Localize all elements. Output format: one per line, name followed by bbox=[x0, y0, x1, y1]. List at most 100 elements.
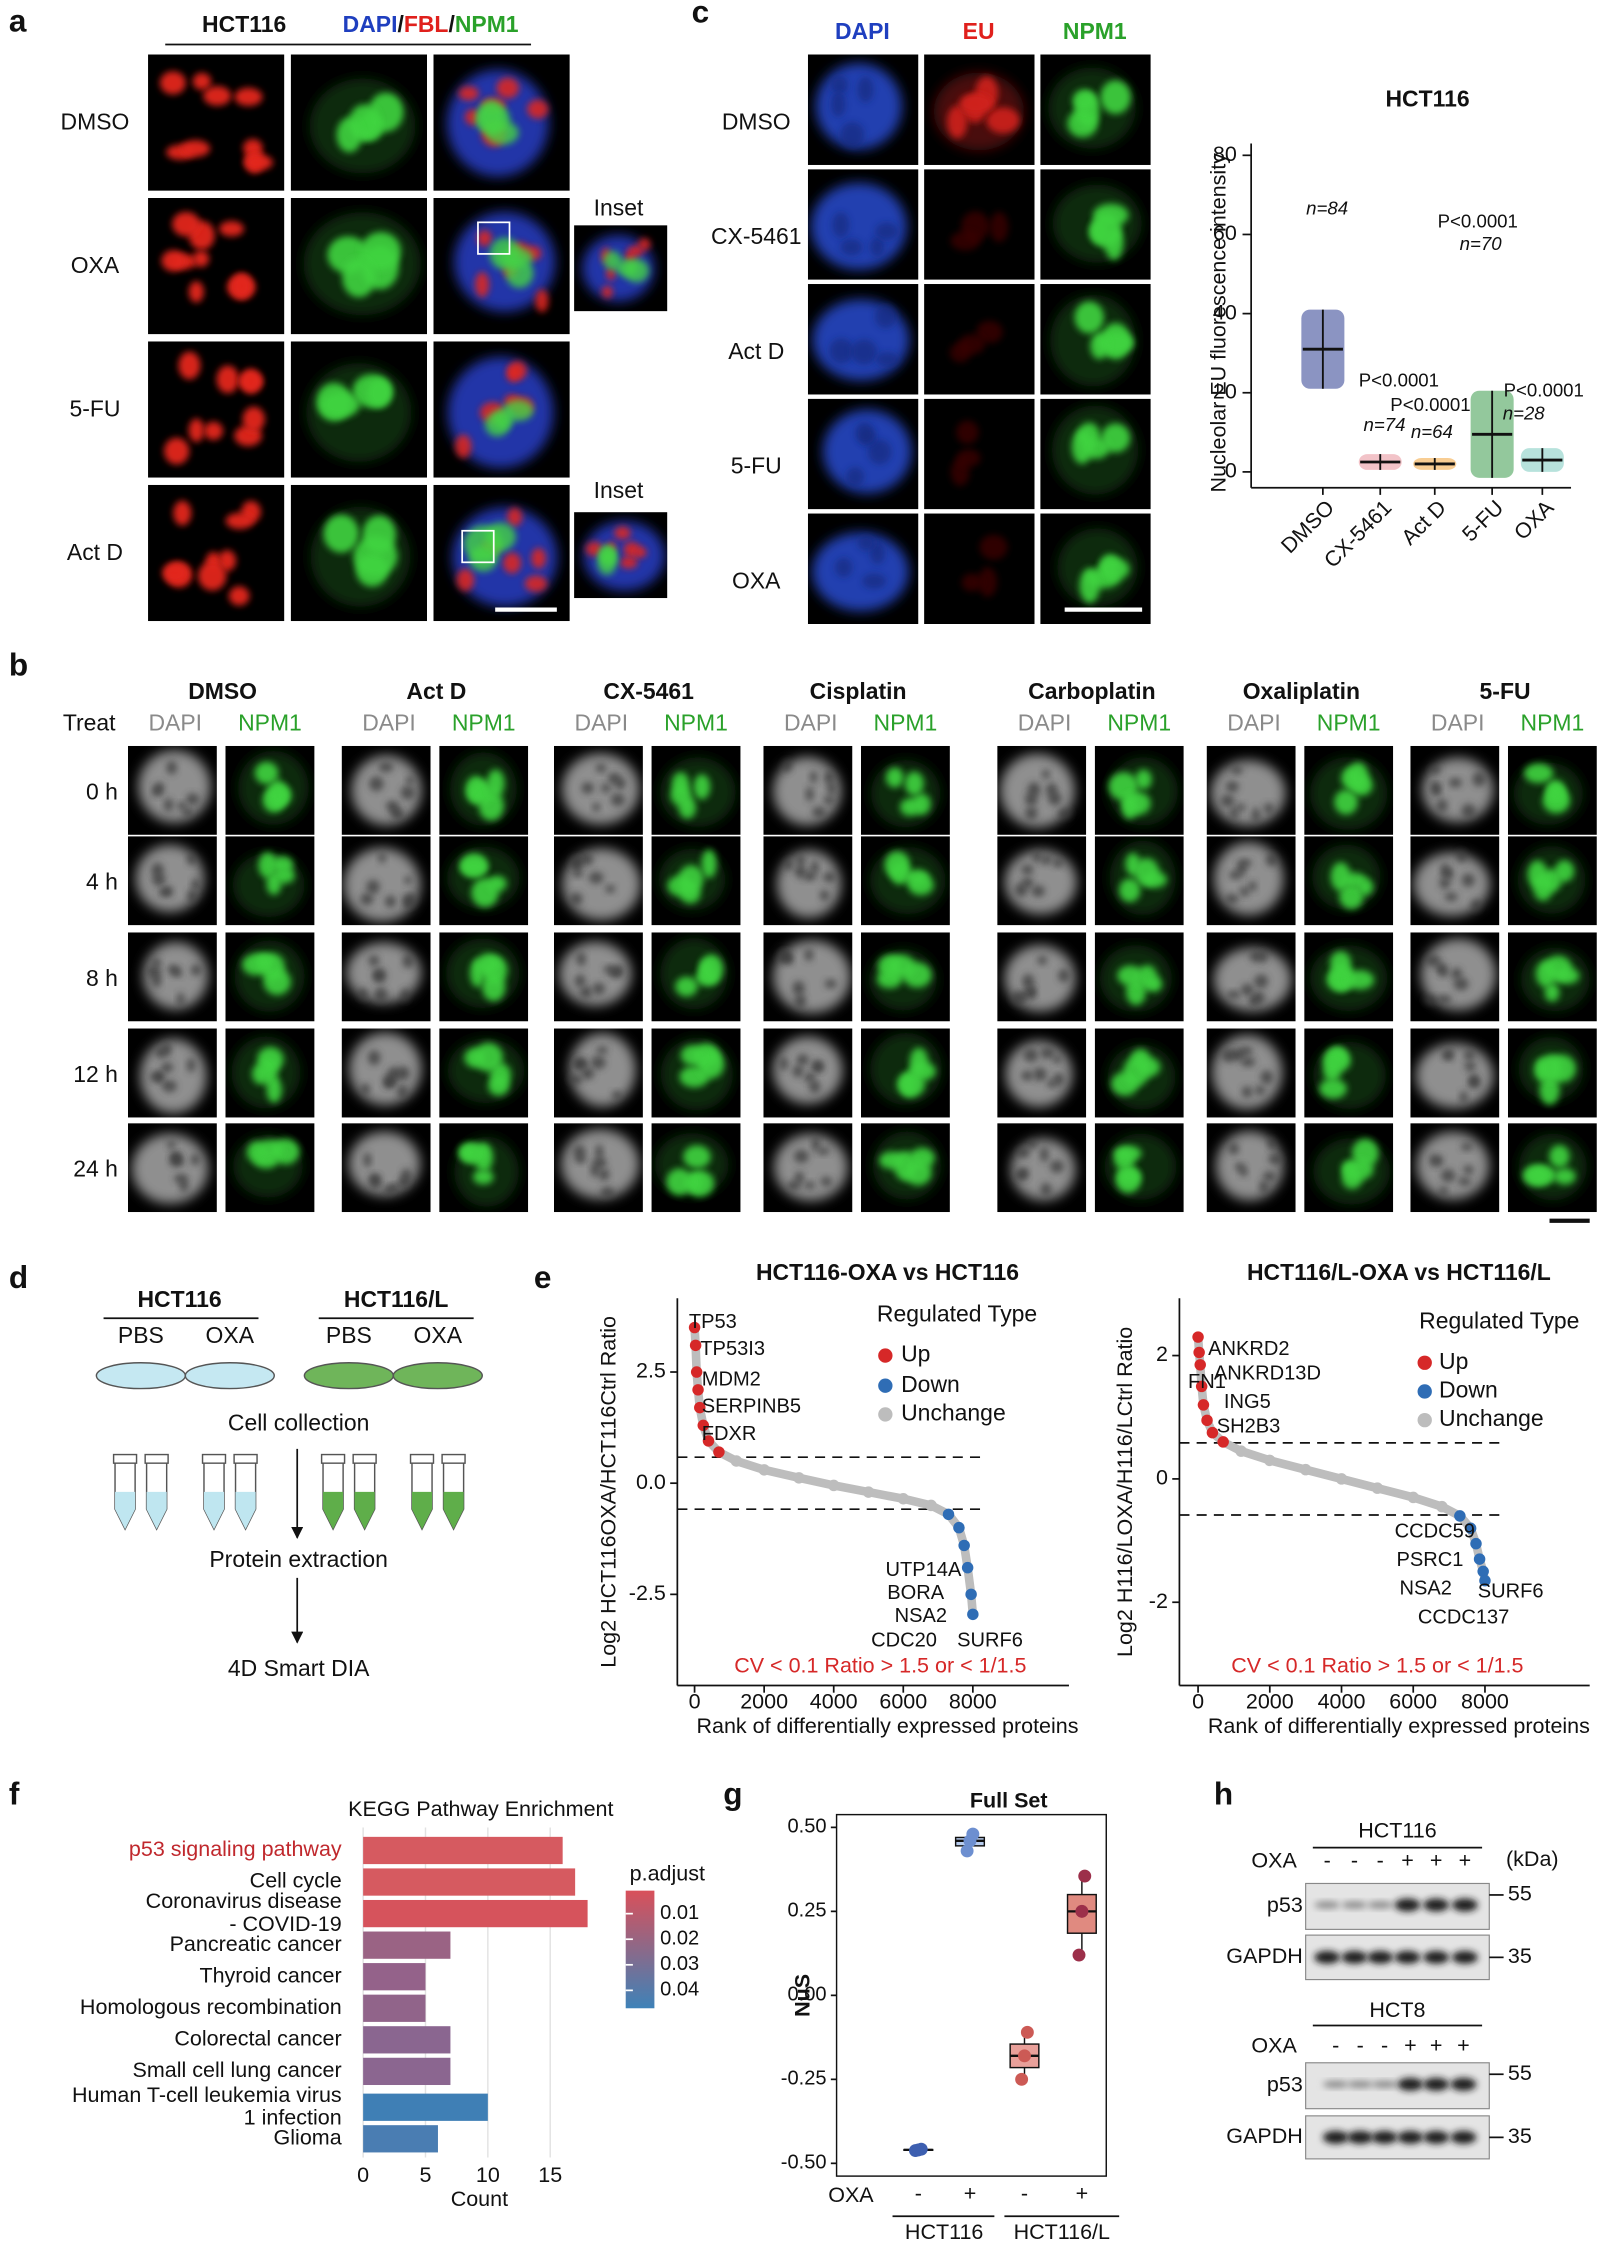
band bbox=[1367, 1950, 1394, 1964]
signal bbox=[401, 1168, 412, 1183]
x-tick-label: Act D bbox=[1397, 496, 1451, 550]
micrograph bbox=[1410, 1123, 1500, 1213]
panel-letter: g bbox=[723, 1775, 742, 1811]
signal bbox=[186, 1057, 196, 1073]
channel-name: DAPI bbox=[343, 11, 398, 37]
band bbox=[1451, 1950, 1478, 1964]
signal bbox=[1040, 855, 1052, 866]
signal bbox=[161, 250, 186, 272]
signal bbox=[1041, 769, 1051, 779]
micrograph bbox=[651, 745, 741, 835]
signal bbox=[792, 1065, 804, 1078]
nucleus bbox=[561, 753, 640, 825]
signal bbox=[482, 973, 506, 1002]
inset-label: Inset bbox=[594, 194, 644, 220]
legend-swatch bbox=[878, 1407, 893, 1422]
micrograph bbox=[127, 1028, 217, 1118]
signal bbox=[680, 1045, 704, 1066]
micrograph bbox=[225, 932, 315, 1022]
signal bbox=[958, 334, 986, 355]
blot-header: HCT116 bbox=[1358, 1819, 1437, 1843]
p-label: P<0.0001 bbox=[1438, 210, 1518, 231]
signal bbox=[1346, 970, 1375, 990]
gene-label: ING5 bbox=[1224, 1391, 1271, 1413]
signal bbox=[831, 91, 846, 117]
signal bbox=[1470, 898, 1482, 912]
nucleus bbox=[569, 1033, 636, 1107]
signal bbox=[1229, 870, 1242, 880]
treatment-header: Carboplatin bbox=[1028, 678, 1155, 704]
micrograph bbox=[225, 836, 315, 926]
signal bbox=[909, 1047, 928, 1075]
signal bbox=[254, 761, 279, 785]
signal bbox=[1259, 1180, 1269, 1194]
signal bbox=[605, 884, 616, 894]
gene-label: PSRC1 bbox=[1396, 1549, 1463, 1571]
signal bbox=[1052, 858, 1064, 868]
nucleus bbox=[1212, 1035, 1283, 1110]
signal bbox=[1527, 860, 1548, 889]
signal bbox=[1241, 1086, 1253, 1098]
bar bbox=[363, 1994, 426, 2022]
signal bbox=[360, 893, 374, 906]
signal bbox=[1100, 80, 1131, 115]
micrograph bbox=[860, 932, 950, 1022]
signal bbox=[1263, 1171, 1276, 1182]
category-label: p53 signaling pathway bbox=[129, 1837, 342, 1861]
condition-label: OXA bbox=[206, 1322, 255, 1348]
signal bbox=[1439, 967, 1449, 977]
signal bbox=[1146, 976, 1163, 992]
category-label: Coronavirus disease - COVID-19 bbox=[146, 1889, 342, 1936]
panel-letter: a bbox=[9, 2, 27, 38]
signal bbox=[851, 339, 878, 365]
micrograph bbox=[433, 341, 570, 478]
tube-cap bbox=[441, 1453, 466, 1464]
micrograph bbox=[1040, 513, 1151, 624]
category-label: Pancreatic cancer bbox=[170, 1932, 342, 1956]
signal bbox=[1546, 779, 1565, 799]
tube-liquid bbox=[323, 1491, 344, 1530]
chart-title: HCT116/L-OXA vs HCT116/L bbox=[1247, 1259, 1551, 1285]
signal bbox=[956, 448, 981, 468]
micrograph bbox=[651, 1028, 741, 1118]
y-tick-label: 0 bbox=[1225, 459, 1237, 483]
nucleus bbox=[135, 844, 205, 912]
protein-point bbox=[692, 1384, 704, 1396]
signal bbox=[777, 950, 793, 964]
signal bbox=[1268, 1153, 1283, 1165]
signal bbox=[947, 105, 968, 139]
signal bbox=[218, 550, 237, 572]
signal bbox=[219, 221, 245, 237]
gene-label: ANKRD2 bbox=[1208, 1338, 1289, 1360]
x-tick-label: 8000 bbox=[949, 1689, 997, 1713]
signal bbox=[161, 1042, 172, 1056]
protein-point bbox=[961, 1561, 974, 1574]
micrograph bbox=[860, 836, 950, 926]
legend-label: Unchange bbox=[901, 1399, 1006, 1425]
band bbox=[1341, 1950, 1368, 1964]
gene-label: NSA2 bbox=[1400, 1578, 1452, 1600]
treatment-header: Oxaliplatin bbox=[1243, 678, 1360, 704]
signal bbox=[478, 791, 504, 821]
category-label: Small cell lung cancer bbox=[133, 2058, 342, 2082]
signal bbox=[779, 1056, 788, 1071]
protein-point bbox=[1197, 1399, 1210, 1411]
sample-point bbox=[966, 1827, 980, 1841]
signal bbox=[1538, 1054, 1563, 1083]
gene-label: CDC20 bbox=[871, 1629, 937, 1651]
signal bbox=[794, 864, 807, 879]
signal bbox=[162, 562, 188, 584]
channel-header: DAPI/FBL/NPM1 bbox=[343, 11, 519, 37]
channel-name: FBL bbox=[404, 11, 449, 37]
tube-liquid bbox=[203, 1491, 225, 1530]
signal bbox=[1033, 1067, 1047, 1082]
sample-point bbox=[1078, 1869, 1092, 1883]
y-tick-label: -0.25 bbox=[781, 2068, 827, 2090]
signal bbox=[1440, 1169, 1456, 1183]
treatment-header: 5-FU bbox=[1480, 678, 1531, 704]
channel-label: NPM1 bbox=[664, 709, 728, 735]
signal bbox=[784, 859, 793, 872]
signal bbox=[166, 760, 177, 775]
tube-cap bbox=[409, 1453, 435, 1464]
gene-label: SURF6 bbox=[1478, 1581, 1544, 1603]
